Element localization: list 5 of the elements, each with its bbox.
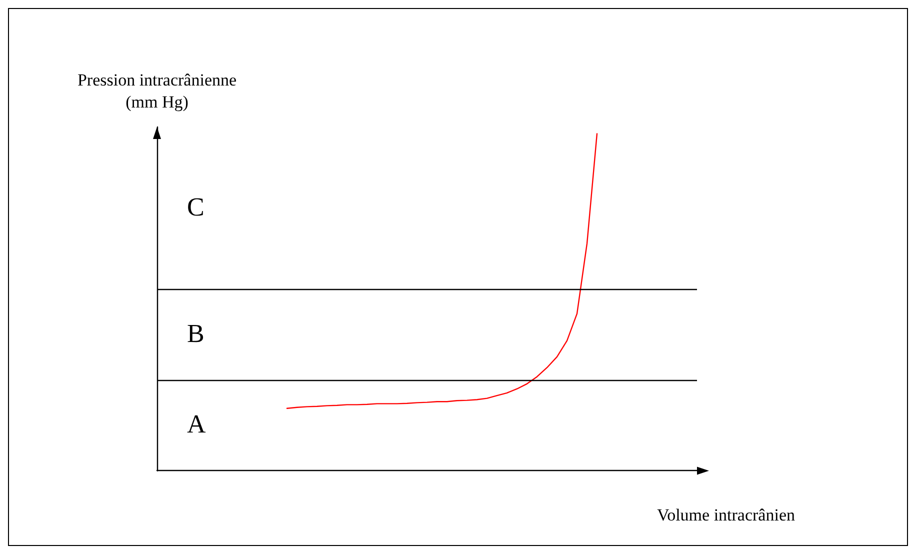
annotation: C — [187, 192, 204, 222]
annotation: A — [187, 410, 206, 439]
annotation: B — [187, 319, 204, 348]
x-axis-title: Volume intracrânien — [657, 506, 796, 525]
y-axis-title: Pression intracrânienne (mm Hg) — [77, 70, 237, 112]
